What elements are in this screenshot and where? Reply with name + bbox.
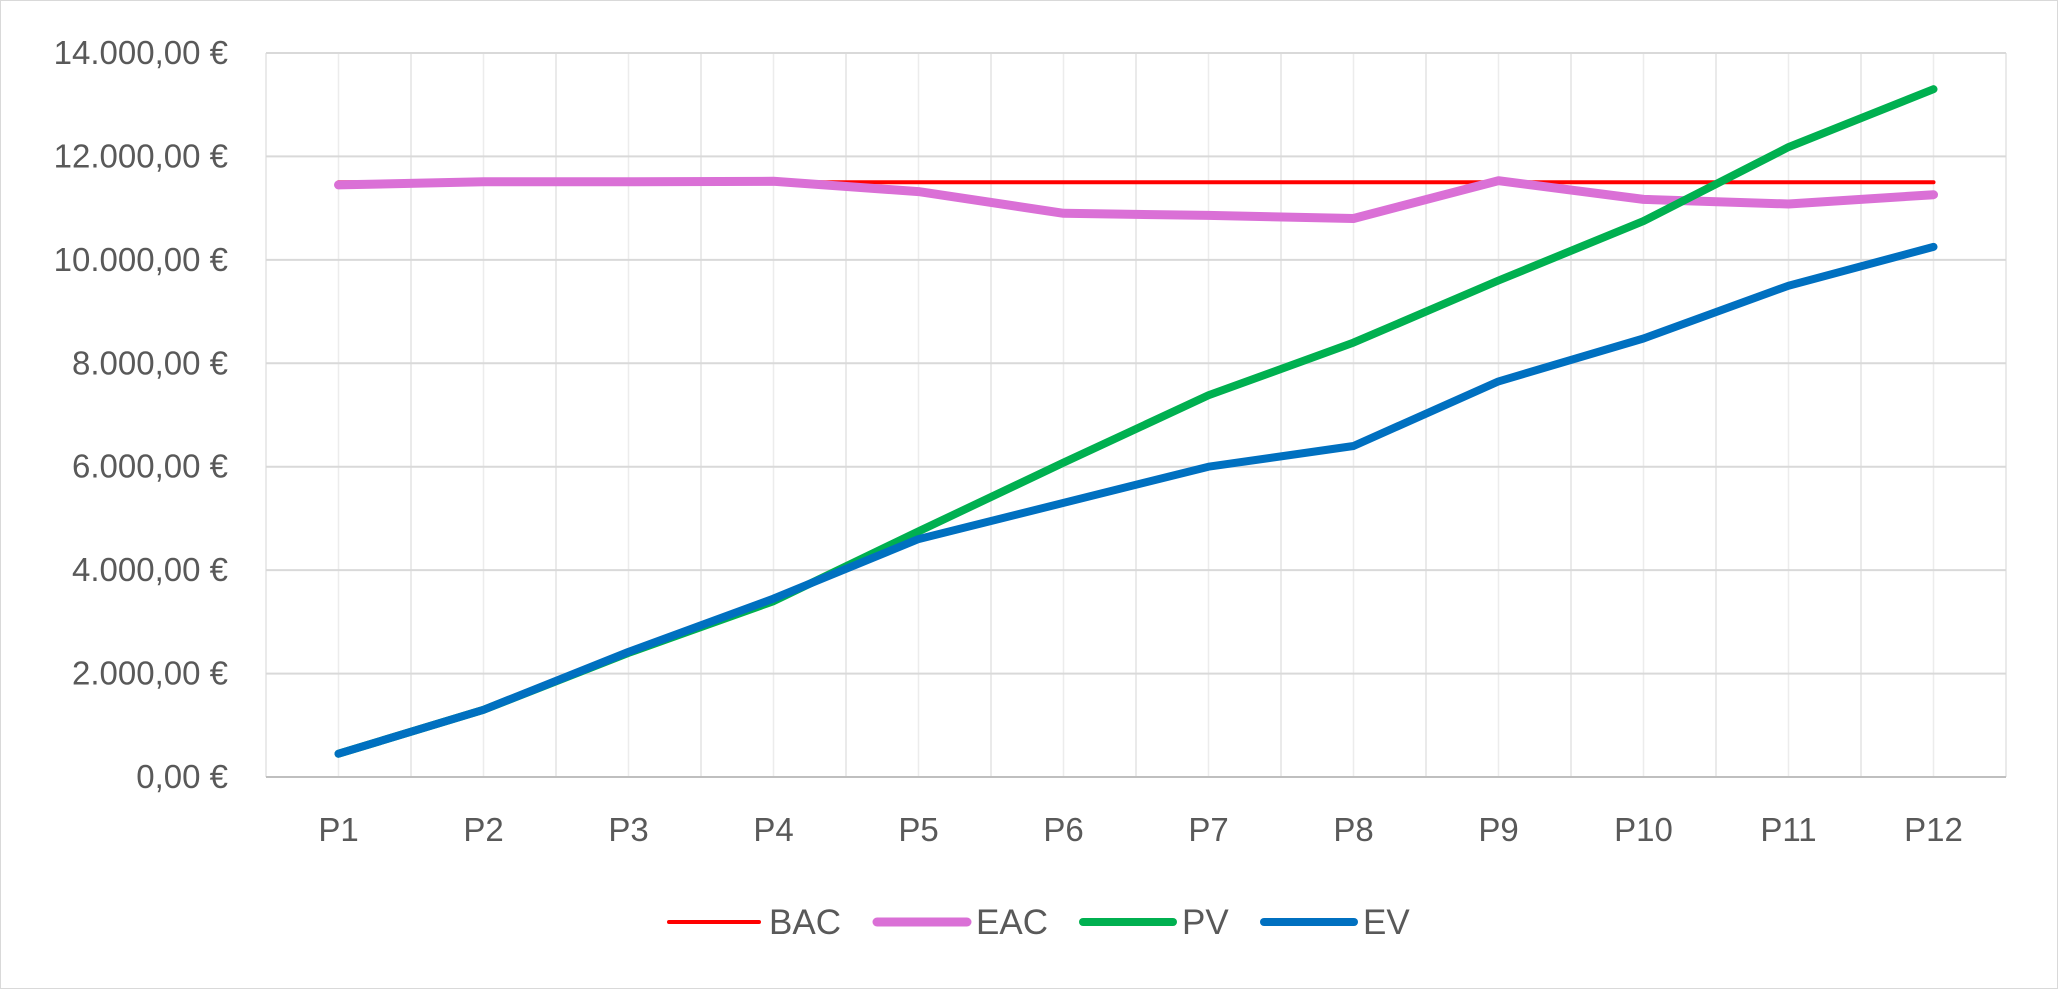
x-tick-label: P5 <box>898 811 938 848</box>
series-lines <box>334 85 1938 758</box>
y-tick-label: 14.000,00 € <box>54 34 228 71</box>
series-line-ev <box>334 242 1938 758</box>
y-tick-label: 10.000,00 € <box>54 241 228 278</box>
gridlines <box>265 52 2007 777</box>
legend: BAC EAC PV EV <box>667 903 1410 942</box>
tick-labels: 0,00 € 2.000,00 € 4.000,00 € 6.000,00 € 8.00… <box>54 34 1963 848</box>
x-tick-label: P4 <box>753 811 793 848</box>
y-tick-label: 0,00 € <box>136 758 228 795</box>
x-tick-label: P8 <box>1333 811 1373 848</box>
legend-label-eac: EAC <box>976 903 1048 942</box>
y-tick-label: 12.000,00 € <box>54 137 228 174</box>
x-tick-label: P6 <box>1043 811 1083 848</box>
y-tick-label: 4.000,00 € <box>72 551 228 588</box>
x-tick-label: P12 <box>1904 811 1963 848</box>
legend-label-pv: PV <box>1182 903 1229 942</box>
x-tick-label: P10 <box>1614 811 1673 848</box>
x-tick-label: P7 <box>1188 811 1228 848</box>
legend-label-bac: BAC <box>769 903 841 942</box>
y-tick-label: 2.000,00 € <box>72 655 228 692</box>
x-tick-label: P1 <box>318 811 358 848</box>
legend-label-ev: EV <box>1363 903 1410 942</box>
x-tick-label: P11 <box>1760 811 1816 848</box>
y-tick-label: 6.000,00 € <box>72 448 228 485</box>
x-tick-label: P3 <box>608 811 648 848</box>
y-tick-label: 8.000,00 € <box>72 344 228 381</box>
x-tick-label: P2 <box>463 811 503 848</box>
x-tick-label: P9 <box>1478 811 1518 848</box>
series-line-eac <box>334 176 1938 223</box>
